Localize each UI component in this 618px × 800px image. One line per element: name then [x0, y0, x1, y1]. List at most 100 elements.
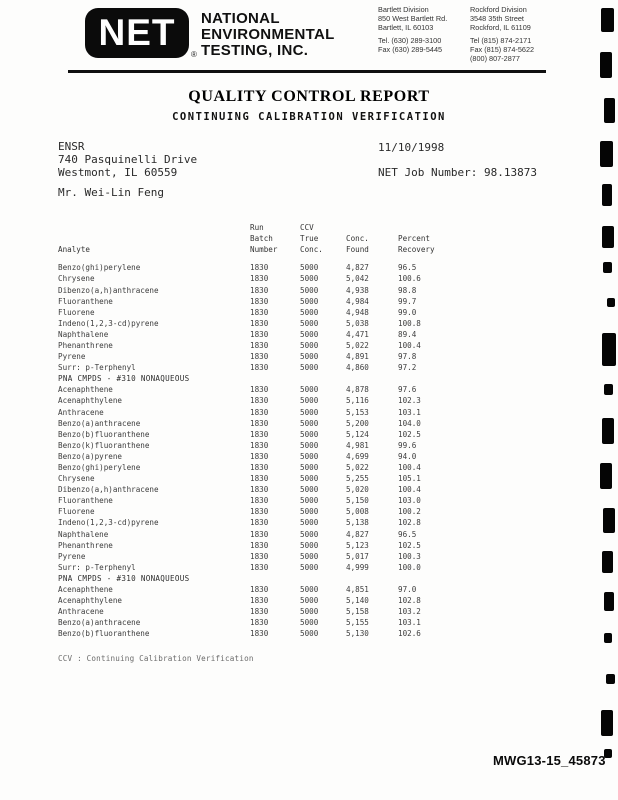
cell-analyte: Pyrene: [58, 551, 86, 561]
scan-artifact: [602, 551, 613, 573]
cell-true-conc: 5000: [300, 307, 319, 317]
cell-percent-recovery: 102.3: [398, 396, 421, 406]
cell-percent-recovery: 102.8: [398, 518, 421, 528]
table-row: Benzo(a)anthracene 1830 5000 5,155 103.1: [58, 617, 488, 628]
scan-artifact: [603, 508, 615, 533]
cell-analyte: Benzo(b)fluoranthene: [58, 629, 150, 639]
cell-true-conc: 5000: [300, 507, 319, 517]
cell-conc-found: 5,153: [346, 407, 369, 417]
cell-analyte: Phenanthrene: [58, 340, 113, 350]
scan-artifact: [602, 418, 614, 444]
cell-analyte: Dibenzo(a,h)anthracene: [58, 285, 159, 295]
cell-batch-number: 1830: [250, 451, 269, 461]
cell-conc-found: 5,038: [346, 318, 369, 328]
cell-percent-recovery: 103.0: [398, 496, 421, 506]
cell-conc-found: 4,938: [346, 285, 369, 295]
table-header-row: Batch True Conc. Percent: [58, 233, 488, 244]
cell-true-conc: 5000: [300, 585, 319, 595]
header-cell-analyte: Analyte: [58, 245, 91, 255]
table-row: Acenaphthene 1830 5000 4,851 97.0: [58, 584, 488, 595]
header-cell-batch-number: Run: [250, 223, 264, 233]
cell-analyte: Benzo(a)anthracene: [58, 418, 141, 428]
scan-artifact: [604, 592, 614, 611]
cell-analyte: Acenaphthene: [58, 385, 113, 395]
cell-true-conc: 5000: [300, 274, 319, 284]
cell-batch-number: 1830: [250, 407, 269, 417]
document-id-stamp: MWG13-15_45873: [493, 753, 606, 768]
cell-batch-number: 1830: [250, 440, 269, 450]
table-row: Chrysene 1830 5000 5,255 105.1: [58, 473, 488, 484]
scan-artifact: [604, 749, 612, 758]
report-title: QUALITY CONTROL REPORT: [188, 88, 430, 105]
cell-analyte: Naphthalene: [58, 529, 109, 539]
cell-analyte: Chrysene: [58, 274, 95, 284]
cell-batch-number: 1830: [250, 496, 269, 506]
scan-artifact: [604, 98, 615, 123]
cell-batch-number: 1830: [250, 474, 269, 484]
division-address: Bartlett Division 850 West Bartlett Rd. …: [378, 5, 448, 32]
scan-artifact: [600, 463, 612, 489]
cell-analyte: Pyrene: [58, 352, 86, 362]
header-cell-percent-recovery: Percent: [398, 234, 431, 244]
cell-batch-number: 1830: [250, 396, 269, 406]
scan-artifact: [600, 141, 613, 167]
scan-artifact: [601, 710, 613, 736]
cell-analyte: Fluorene: [58, 507, 95, 517]
cell-conc-found: 4,851: [346, 585, 369, 595]
cell-percent-recovery: 103.2: [398, 607, 421, 617]
cell-true-conc: 5000: [300, 440, 319, 450]
cell-conc-found: 5,158: [346, 607, 369, 617]
scan-artifact: [603, 262, 612, 273]
cell-percent-recovery: 102.5: [398, 429, 421, 439]
section-header-label: PNA CMPDS - #310 NONAQUEOUS: [58, 374, 190, 384]
cell-percent-recovery: 98.8: [398, 285, 417, 295]
cell-batch-number: 1830: [250, 607, 269, 617]
cell-batch-number: 1830: [250, 274, 269, 284]
cell-conc-found: 5,017: [346, 551, 369, 561]
scan-artifact: [607, 298, 615, 307]
cell-batch-number: 1830: [250, 540, 269, 550]
cell-conc-found: 5,140: [346, 596, 369, 606]
cell-analyte: Dibenzo(a,h)anthracene: [58, 485, 159, 495]
cell-true-conc: 5000: [300, 385, 319, 395]
table-row: Naphthalene 1830 5000 4,471 89.4: [58, 329, 488, 340]
company-name: NATIONAL ENVIRONMENTAL TESTING, INC.: [201, 10, 335, 59]
table-row: Benzo(ghi)perylene 1830 5000 5,022 100.4: [58, 462, 488, 473]
cell-conc-found: 4,699: [346, 451, 369, 461]
section-header-row: PNA CMPDS - #310 NONAQUEOUS: [58, 373, 488, 384]
cell-batch-number: 1830: [250, 285, 269, 295]
cell-analyte: Acenaphthene: [58, 585, 113, 595]
cell-analyte: Naphthalene: [58, 329, 109, 339]
cell-batch-number: 1830: [250, 596, 269, 606]
cell-conc-found: 5,124: [346, 429, 369, 439]
cell-true-conc: 5000: [300, 518, 319, 528]
cell-true-conc: 5000: [300, 263, 319, 273]
cell-true-conc: 5000: [300, 285, 319, 295]
registered-trademark-icon: ®: [191, 50, 197, 59]
cell-batch-number: 1830: [250, 340, 269, 350]
table-row: Phenanthrene 1830 5000 5,022 100.4: [58, 340, 488, 351]
cell-analyte: Acenaphthylene: [58, 396, 123, 406]
table-row: Fluoranthene 1830 5000 5,150 103.0: [58, 495, 488, 506]
cell-conc-found: 4,948: [346, 307, 369, 317]
cell-percent-recovery: 97.6: [398, 385, 417, 395]
cell-conc-found: 4,471: [346, 329, 369, 339]
section-header-row: PNA CMPDS - #310 NONAQUEOUS: [58, 573, 488, 584]
cell-conc-found: 4,878: [346, 385, 369, 395]
cell-percent-recovery: 99.0: [398, 307, 417, 317]
cell-conc-found: 4,999: [346, 562, 369, 572]
table-row: Anthracene 1830 5000 5,153 103.1: [58, 407, 488, 418]
scan-artifact: [602, 184, 612, 206]
cell-percent-recovery: 100.6: [398, 274, 421, 284]
cell-true-conc: 5000: [300, 363, 319, 373]
cell-conc-found: 4,891: [346, 352, 369, 362]
cell-true-conc: 5000: [300, 474, 319, 484]
cell-conc-found: 5,008: [346, 507, 369, 517]
report-subtitle: CONTINUING CALIBRATION VERIFICATION: [172, 111, 446, 123]
table-row: Pyrene 1830 5000 4,891 97.8: [58, 351, 488, 362]
rockford-division-block: Rockford Division 3548 35th Street Rockf…: [470, 5, 562, 64]
cell-analyte: Benzo(b)fluoranthene: [58, 429, 150, 439]
cell-conc-found: 5,255: [346, 474, 369, 484]
cell-batch-number: 1830: [250, 618, 269, 628]
